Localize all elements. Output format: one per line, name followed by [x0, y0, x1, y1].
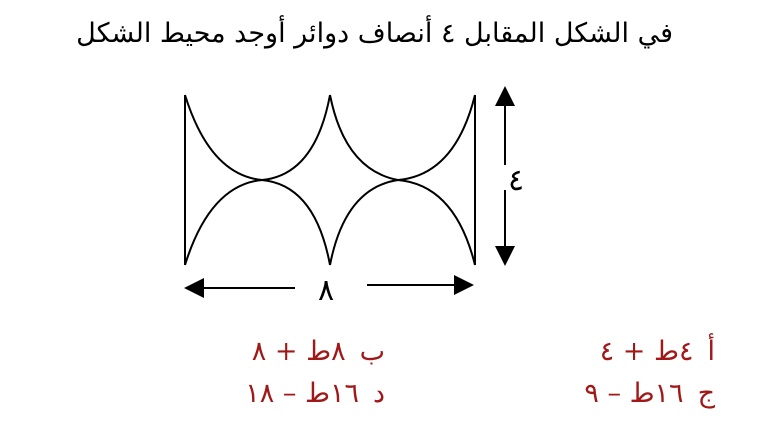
option-a[interactable]: أ ٤ط + ٤ [600, 336, 715, 367]
option-c-value: ١٦ط – ٩ [584, 378, 684, 409]
option-c-letter: ج [697, 378, 715, 409]
option-b[interactable]: ب ٨ط + ٨ [252, 336, 385, 367]
option-a-letter: أ [707, 336, 715, 367]
height-label: ٤ [508, 163, 524, 198]
option-a-value: ٤ط + ٤ [599, 336, 694, 367]
option-d-value: ١٦ط – ١٨ [245, 378, 359, 409]
figure-outline [184, 94, 476, 266]
option-c[interactable]: ج ١٦ط – ٩ [584, 378, 715, 409]
option-b-value: ٨ط + ٨ [251, 336, 346, 367]
option-d[interactable]: د ١٦ط – ١٨ [245, 378, 385, 409]
width-label: ٨ [318, 273, 334, 308]
option-d-letter: د [372, 378, 385, 409]
bottom-left-arc [184, 178, 331, 266]
option-b-letter: ب [359, 336, 385, 367]
bottom-right-arc [329, 178, 476, 266]
question-text: في الشكل المقابل ٤ أنصاف دوائر أوجد محيط… [76, 18, 673, 49]
top-left-arc [184, 94, 331, 182]
top-right-arc [329, 94, 476, 182]
